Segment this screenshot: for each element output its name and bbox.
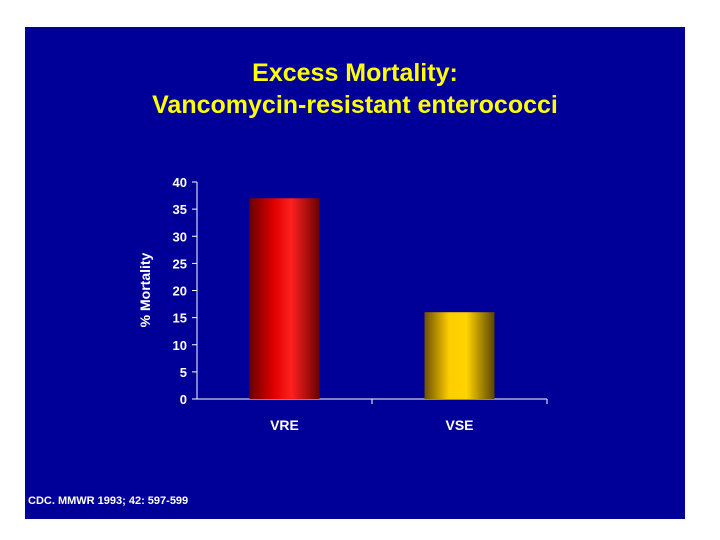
y-tick-label: 10 <box>173 338 187 353</box>
title-line-2: Vancomycin-resistant enterococci <box>152 91 558 119</box>
y-tick-label: 40 <box>173 175 187 190</box>
bar-chart: % Mortality 0 5 10 15 20 25 30 35 40 VRE VSE <box>137 175 548 433</box>
y-axis-label: % Mortality <box>137 252 153 327</box>
y-tick-label: 35 <box>173 202 187 217</box>
y-tick-label: 25 <box>173 256 187 271</box>
y-tick-label: 5 <box>180 365 187 380</box>
bars <box>249 198 495 399</box>
y-tick-label: 20 <box>173 284 187 299</box>
citation: CDC. MMWR 1993; 42: 597-599 <box>28 495 189 507</box>
y-ticks: 0 5 10 15 20 25 30 35 40 <box>173 175 548 407</box>
category-labels: VRE VSE <box>270 417 473 433</box>
bar-vre <box>249 198 320 399</box>
title-line-1: Excess Mortality: <box>252 59 458 87</box>
slide-title: Excess Mortality: Vancomycin-resistant e… <box>25 57 685 121</box>
y-tick-label: 0 <box>180 392 187 407</box>
slide: Excess Mortality: Vancomycin-resistant e… <box>25 27 685 519</box>
y-tick-label: 15 <box>173 311 187 326</box>
bar-vse <box>424 312 495 399</box>
y-tick-label: 30 <box>173 229 187 244</box>
category-label-vre: VRE <box>270 417 299 433</box>
category-label-vse: VSE <box>445 417 473 433</box>
